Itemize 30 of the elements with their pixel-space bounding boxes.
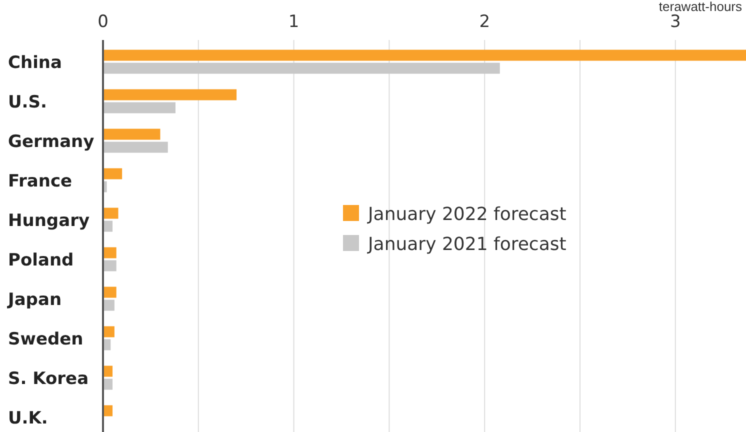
x-axis-title: terawatt-hours — [658, 0, 742, 14]
bar — [103, 62, 500, 74]
x-tick-label: 2 — [479, 12, 490, 32]
x-tick-label: 1 — [288, 12, 300, 32]
bar — [103, 102, 176, 114]
legend-label: January 2021 forecast — [367, 234, 566, 255]
y-tick-label: S. Korea — [8, 368, 89, 389]
y-tick-label: Sweden — [8, 329, 84, 350]
y-tick-label: Hungary — [8, 210, 90, 231]
y-tick-label: Germany — [8, 132, 94, 152]
bar — [103, 300, 114, 311]
bar — [103, 326, 114, 338]
y-tick-label: U.K. — [8, 408, 48, 428]
legend-label: January 2022 forecast — [367, 204, 566, 225]
bar — [103, 286, 116, 298]
bar — [103, 247, 116, 258]
bar — [103, 128, 160, 140]
y-tick-label: Japan — [7, 290, 62, 310]
y-tick-label: China — [8, 52, 62, 73]
bar — [103, 208, 118, 219]
x-tick-label: 3 — [670, 12, 681, 32]
bar — [103, 50, 746, 61]
y-tick-label: U.S. — [8, 92, 47, 112]
y-tick-label: Poland — [8, 250, 74, 270]
bar — [103, 142, 168, 153]
bar — [103, 260, 116, 272]
bar — [103, 168, 122, 180]
y-tick-label: France — [8, 171, 72, 192]
x-tick-label: 0 — [98, 12, 108, 32]
bar — [103, 89, 237, 100]
